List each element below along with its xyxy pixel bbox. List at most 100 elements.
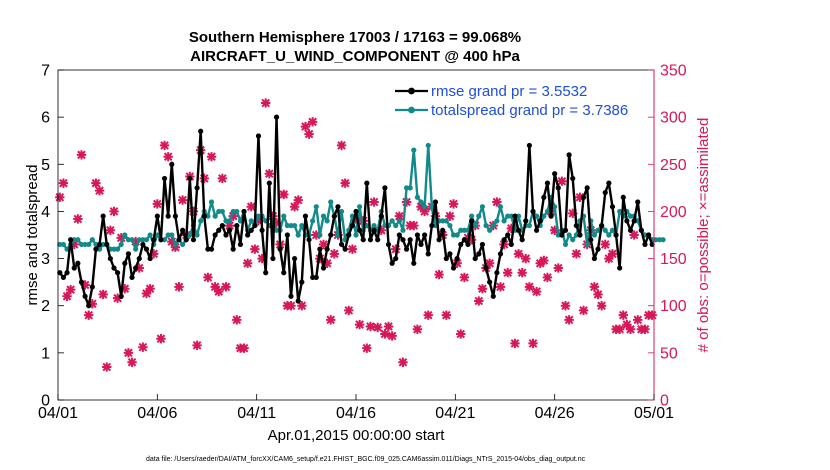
totalspread-point bbox=[627, 213, 634, 219]
totalspread-point bbox=[526, 222, 532, 229]
legend-rmse-label: rmse grand pr = 3.5532 bbox=[431, 83, 587, 100]
obs-assimilated-marker bbox=[112, 293, 123, 303]
obs-assimilated-marker bbox=[271, 218, 282, 228]
obs-assimilated-marker bbox=[513, 249, 524, 259]
rmse-point bbox=[154, 213, 160, 219]
rmse-point bbox=[400, 237, 406, 243]
obs-assimilated-marker bbox=[372, 322, 383, 333]
totalspread-point bbox=[86, 241, 92, 248]
obs-assimilated-marker bbox=[542, 272, 553, 283]
left-y-tick-label: 7 bbox=[41, 63, 50, 80]
rmse-point bbox=[281, 270, 287, 276]
obs-assimilated-marker bbox=[365, 321, 376, 332]
obs-assimilated-marker bbox=[600, 239, 610, 250]
rmse-point bbox=[115, 270, 121, 276]
rmse-point bbox=[382, 185, 388, 191]
obs-assimilated-marker bbox=[210, 282, 220, 292]
rmse-point bbox=[158, 237, 164, 243]
totalspread-point bbox=[140, 237, 146, 243]
rmse-point bbox=[447, 251, 453, 257]
x-axis-label: Apr.01,2015 00:00:00 start bbox=[268, 427, 446, 444]
rmse-point bbox=[338, 241, 345, 248]
right-y-tick-label: 200 bbox=[660, 204, 687, 221]
totalspread-point bbox=[555, 232, 561, 238]
rmse-point bbox=[208, 246, 215, 252]
obs-assimilated-marker bbox=[326, 315, 336, 325]
rmse-point bbox=[422, 232, 428, 238]
rmse-point bbox=[530, 208, 536, 215]
totalspread-point bbox=[490, 222, 496, 229]
obs-assimilated-marker bbox=[206, 152, 217, 162]
obs-assimilated-marker bbox=[575, 192, 585, 202]
rmse-point bbox=[198, 128, 204, 134]
obs-assimilated-marker bbox=[62, 291, 72, 301]
rmse-point bbox=[515, 227, 522, 233]
rmse-point bbox=[252, 222, 258, 229]
rmse-point bbox=[573, 222, 579, 229]
totalspread-point bbox=[501, 218, 507, 224]
obs-assimilated-marker bbox=[560, 301, 571, 311]
rmse-point bbox=[570, 175, 576, 182]
obs-assimilated-marker bbox=[647, 310, 657, 320]
totalspread-point bbox=[133, 246, 139, 252]
rmse-point bbox=[266, 180, 272, 186]
left-y-tick-label: 6 bbox=[41, 110, 50, 127]
totalspread-point bbox=[422, 204, 428, 210]
totalspread-point bbox=[508, 213, 514, 219]
obs-assimilated-marker bbox=[322, 258, 332, 268]
totalspread-point bbox=[562, 241, 569, 248]
data-file-footnote: data file: /Users/raeder/DAI/ATM_forcXX/… bbox=[146, 456, 586, 463]
rmse-point bbox=[328, 232, 334, 238]
totalspread-point bbox=[476, 213, 482, 219]
rmse-point bbox=[133, 265, 139, 271]
rmse-point bbox=[360, 237, 366, 243]
obs-assimilated-marker bbox=[340, 178, 350, 188]
obs-assimilated-marker bbox=[503, 268, 513, 278]
rmse-point bbox=[389, 260, 395, 266]
legend-rmse-marker bbox=[408, 87, 415, 95]
obs-assimilated-marker bbox=[578, 305, 589, 316]
obs-assimilated-marker bbox=[484, 258, 495, 268]
obs-assimilated-marker bbox=[149, 249, 159, 259]
x-tick-label: 05/01 bbox=[634, 405, 674, 422]
totalspread-point bbox=[281, 213, 287, 219]
obs-assimilated-marker bbox=[279, 189, 289, 200]
totalspread-point bbox=[371, 222, 377, 229]
right-y-axis-label: # of obs: o=possible; ×=assimilated bbox=[695, 118, 712, 353]
rmse-point bbox=[93, 246, 99, 252]
right-y-axis: 0 50 100 150 200 250 300 350 bbox=[648, 63, 687, 410]
rmse-point bbox=[245, 232, 251, 238]
obs-assimilated-marker bbox=[65, 285, 76, 295]
rmse-point bbox=[450, 265, 457, 271]
rmse-point bbox=[291, 255, 298, 262]
obs-assimilated-marker bbox=[445, 211, 455, 221]
obs-assimilated-marker bbox=[134, 263, 144, 273]
obs-assimilated-marker bbox=[506, 223, 517, 234]
rmse-point bbox=[613, 232, 619, 238]
rmse-point bbox=[248, 227, 254, 233]
rmse-point bbox=[57, 270, 63, 276]
rmse-point bbox=[645, 232, 652, 238]
rmse-point bbox=[201, 213, 207, 219]
totalspread-point bbox=[479, 204, 486, 210]
totalspread-point bbox=[570, 237, 576, 243]
obs-assimilated-marker bbox=[380, 329, 390, 339]
totalspread-point bbox=[414, 194, 421, 200]
obs-assimilated-marker bbox=[474, 296, 484, 306]
obs-assimilated-marker bbox=[80, 280, 90, 290]
rmse-point bbox=[190, 237, 197, 243]
obs-assimilated-marker bbox=[434, 269, 444, 280]
obs-assimilated-marker bbox=[261, 98, 271, 108]
rmse-point bbox=[523, 218, 529, 224]
obs-assimilated-marker bbox=[300, 121, 311, 132]
obs-assimilated-marker bbox=[517, 268, 527, 278]
totalspread-point bbox=[595, 227, 601, 233]
totalspread-point bbox=[357, 204, 363, 210]
rmse-point bbox=[237, 241, 244, 248]
rmse-point bbox=[544, 180, 551, 186]
left-y-tick-label: 2 bbox=[41, 298, 50, 315]
totalspread-point bbox=[82, 241, 88, 248]
rmse-point bbox=[580, 194, 587, 200]
rmse-point bbox=[508, 241, 514, 248]
obs-assimilated-marker bbox=[246, 202, 256, 212]
